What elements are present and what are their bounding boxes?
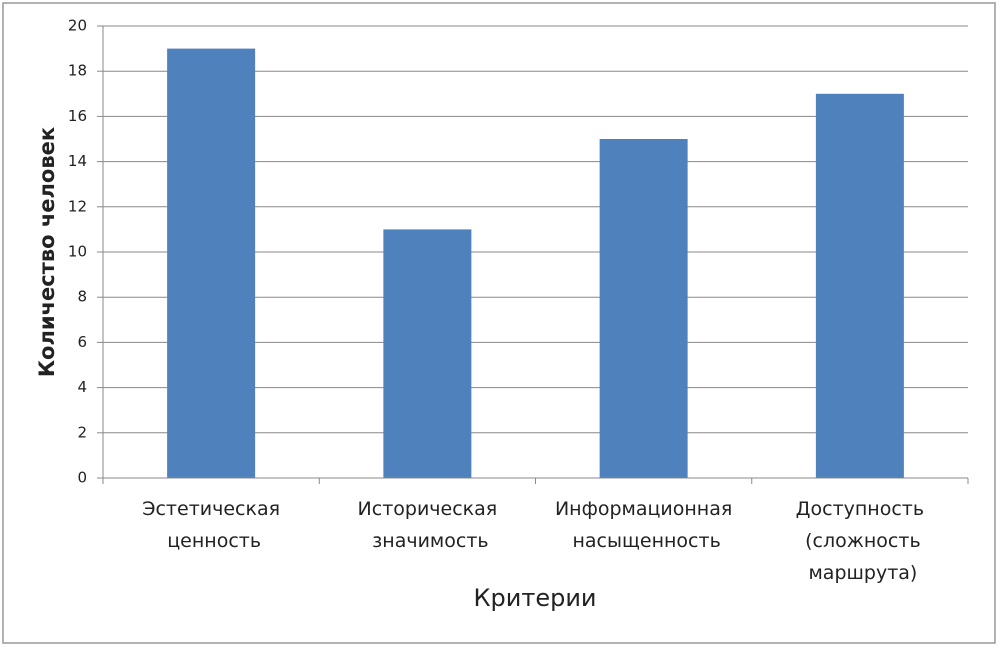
y-tick-label: 12 — [68, 197, 87, 215]
x-tick-label: Историческая значимость — [358, 498, 498, 552]
x-tick-label: Доступность (сложность маршрута) — [796, 498, 924, 584]
y-tick-label: 4 — [77, 378, 87, 396]
y-tick-label: 8 — [77, 288, 87, 306]
y-axis-title: Количество человек — [35, 127, 59, 377]
y-tick-label: 10 — [68, 243, 87, 261]
y-tick-label: 16 — [68, 107, 87, 125]
x-axis-title: Критерии — [473, 584, 596, 612]
y-tick-label: 0 — [77, 469, 87, 487]
bar — [599, 139, 688, 478]
y-tick-label: 6 — [77, 333, 87, 351]
y-tick-label: 20 — [68, 17, 87, 35]
x-tick-label: Информационная насыщенность — [555, 498, 732, 552]
y-tick-label: 2 — [77, 423, 87, 441]
x-tick-label: Эстетическая ценность — [142, 498, 280, 552]
bar — [815, 93, 904, 479]
y-tick-label: 18 — [68, 62, 87, 80]
bar — [383, 229, 472, 478]
y-tick-label: 14 — [68, 152, 87, 170]
bar — [167, 48, 256, 478]
